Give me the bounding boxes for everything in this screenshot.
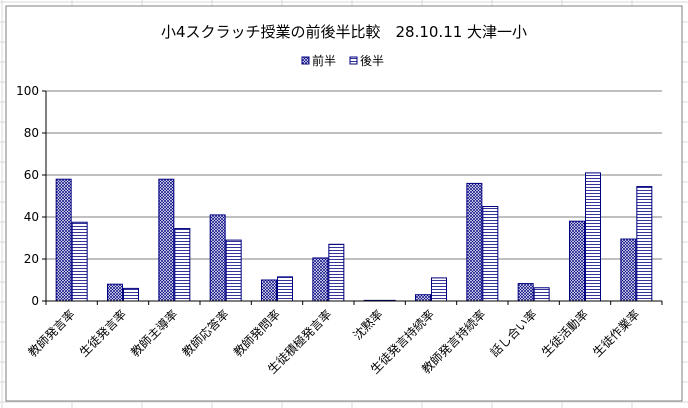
y-tick-label: 0 (31, 294, 39, 308)
bar-second-half[interactable] (71, 221, 88, 302)
bar-second-half[interactable] (277, 276, 293, 302)
bar-second-half[interactable] (328, 243, 345, 302)
bar-first-half[interactable] (55, 178, 72, 302)
bar-first-half[interactable] (415, 294, 431, 302)
bar-first-half[interactable] (517, 283, 534, 302)
bar-second-half[interactable] (636, 186, 653, 302)
y-tick-label: 100 (16, 84, 39, 98)
bars (45, 172, 663, 305)
bar-first-half[interactable] (261, 279, 277, 302)
bar-second-half[interactable] (123, 287, 139, 302)
bar-second-half[interactable] (585, 172, 601, 302)
legend-label: 後半 (360, 54, 384, 68)
bar-second-half[interactable] (533, 287, 550, 302)
chart-area[interactable] (5, 5, 683, 402)
bar-first-half[interactable] (466, 182, 483, 302)
bar-second-half[interactable] (174, 228, 191, 302)
y-tick-label: 60 (24, 168, 39, 182)
y-tick-label: 40 (24, 210, 39, 224)
y-gridlines (42, 90, 662, 302)
legend-swatch (301, 56, 310, 65)
bar-second-half[interactable] (482, 206, 499, 302)
bar-second-half[interactable] (431, 277, 447, 302)
bar-second-half[interactable] (225, 239, 242, 302)
chart-title: 小4スクラッチ授業の前後半比較 28.10.11 大津一小 (161, 23, 527, 41)
legend: 前半 後半 (301, 53, 384, 68)
bar-first-half[interactable] (569, 220, 585, 302)
bar-first-half[interactable] (312, 257, 329, 302)
y-tick-label: 20 (24, 252, 39, 266)
legend-label: 前半 (312, 53, 336, 68)
bar-first-half[interactable] (107, 283, 123, 302)
y-axis-tick-labels: 0 20 40 60 80 100 (16, 84, 39, 308)
bar-first-half[interactable] (620, 238, 637, 302)
y-tick-label: 80 (24, 126, 39, 140)
legend-swatch (349, 56, 358, 65)
bar-first-half[interactable] (209, 214, 226, 302)
bar-first-half[interactable] (158, 178, 175, 302)
